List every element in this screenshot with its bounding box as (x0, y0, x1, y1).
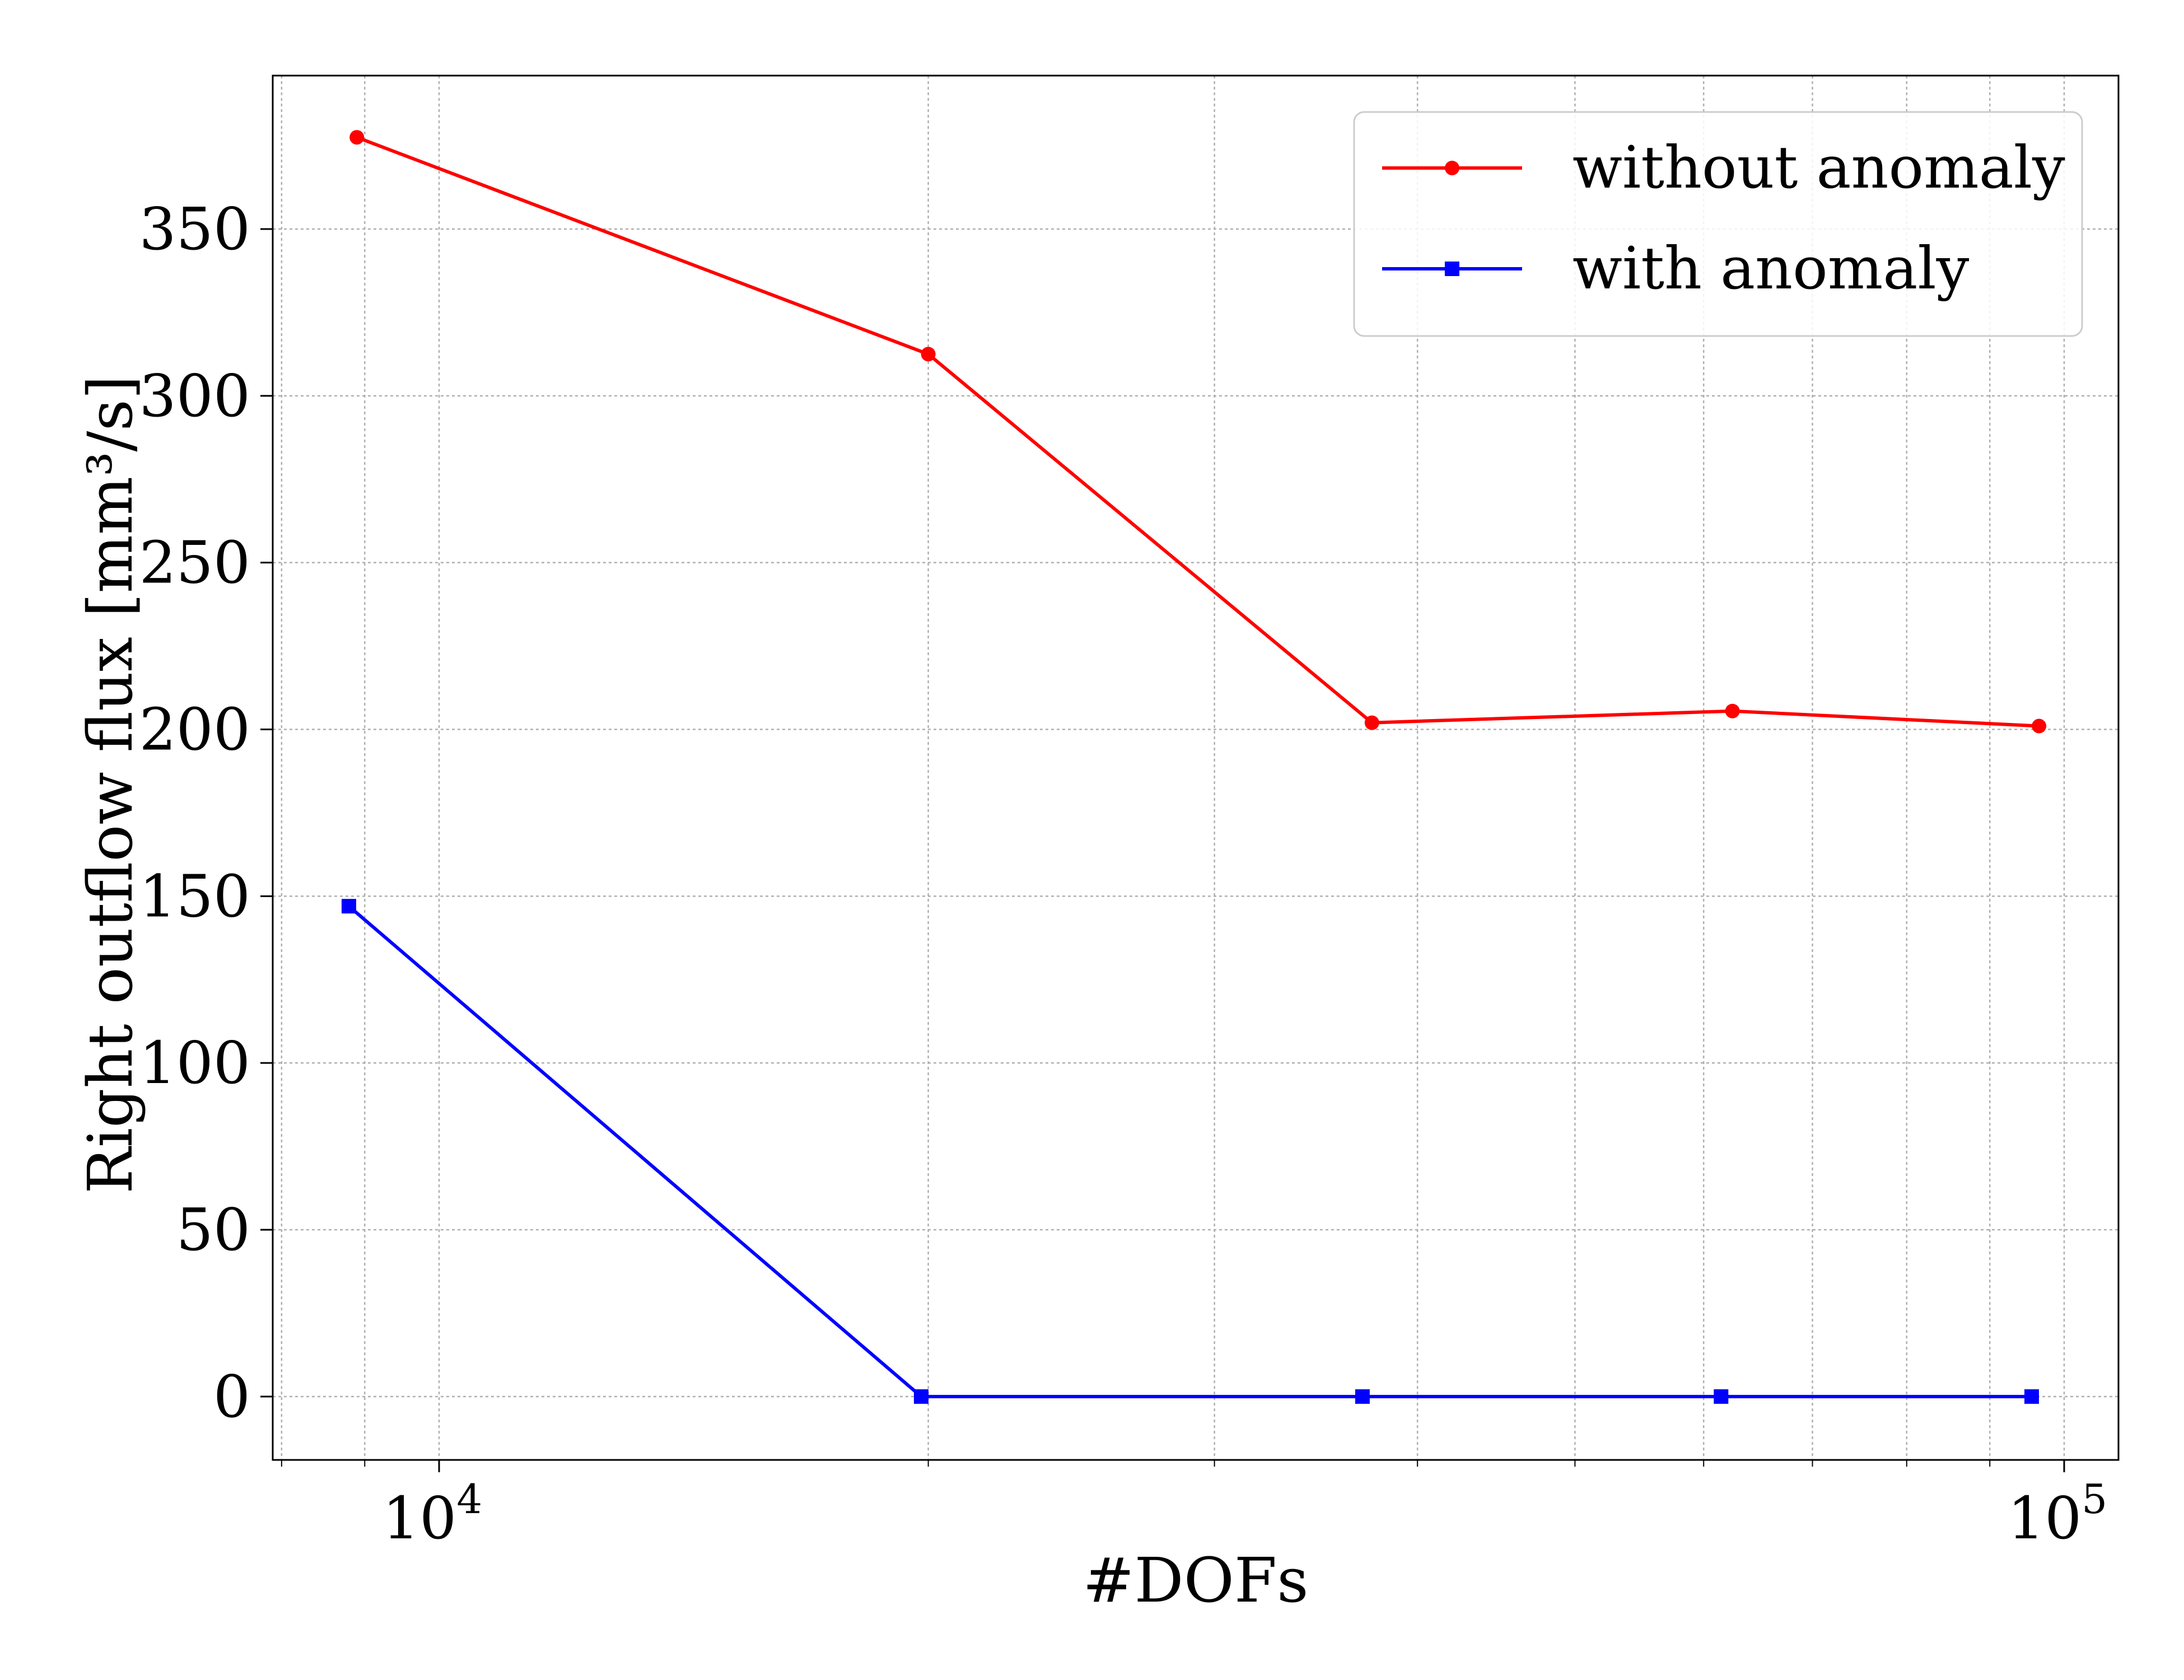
x-tick-exponent: 4 (456, 1476, 482, 1523)
legend-entry: with anomaly (1382, 234, 1970, 302)
x-tick-label: 105 (2008, 1476, 2107, 1552)
y-tick-label: 250 (139, 529, 250, 597)
legend: without anomaly with anomaly (1353, 111, 2083, 337)
data-point (1364, 715, 1379, 730)
data-point (341, 899, 356, 914)
series-without-anomaly (349, 130, 2047, 734)
y-axis-label: Right outflow flux [mm³/s] (74, 375, 146, 1194)
y-tick-label: 50 (176, 1196, 250, 1264)
y-tick-label: 100 (139, 1029, 250, 1097)
y-tick-label: 350 (139, 195, 250, 263)
data-point (2024, 1389, 2039, 1404)
data-point (913, 1389, 928, 1404)
data-point (2032, 718, 2047, 734)
series-with-anomaly (341, 899, 2039, 1404)
x-tick-exponent: 5 (2082, 1476, 2107, 1523)
x-tick-base: 10 (2008, 1484, 2082, 1552)
y-tick-label: 0 (213, 1362, 250, 1431)
data-point (1725, 703, 1740, 718)
legend-entry: without anomaly (1382, 133, 2065, 202)
legend-label: with anomaly (1572, 234, 1970, 302)
data-point (921, 347, 936, 362)
data-point (1355, 1389, 1370, 1404)
y-tick-label: 150 (139, 862, 250, 930)
data-point (1714, 1389, 1729, 1404)
legend-marker (1445, 161, 1459, 175)
x-tick-label: 104 (382, 1476, 482, 1552)
axes-frame (272, 74, 2120, 1461)
y-tick-label: 200 (139, 695, 250, 763)
plot-series (341, 130, 2047, 1404)
x-axis-label: #DOFs (1082, 1544, 1308, 1616)
legend-box (1353, 111, 2083, 337)
legend-marker (1445, 262, 1459, 276)
ticks (260, 228, 2065, 1472)
x-tick-base: 10 (382, 1484, 456, 1552)
y-tick-label: 300 (139, 362, 250, 430)
legend-label: without anomaly (1572, 133, 2065, 202)
data-point (349, 130, 365, 145)
